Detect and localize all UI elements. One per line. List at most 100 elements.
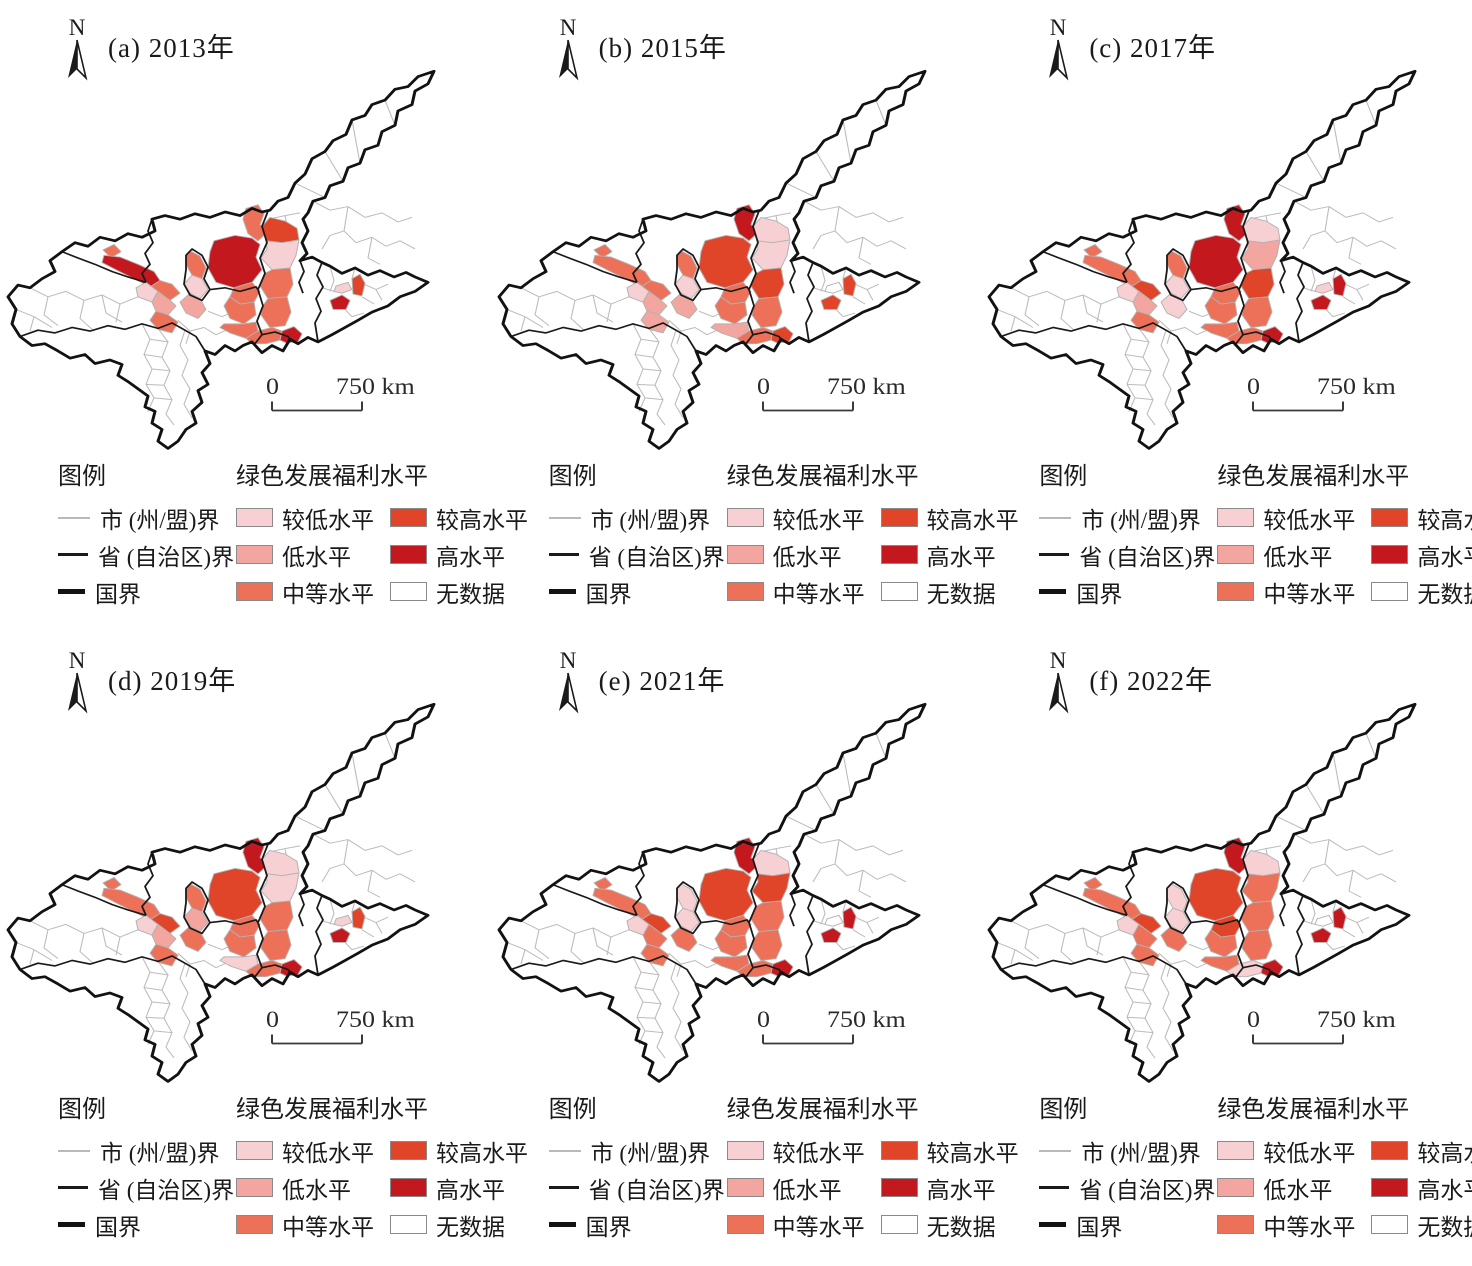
choropleth-map: 0 750 km: [0, 697, 470, 1085]
choropleth-legend-title: 绿色发展福利水平: [726, 1097, 919, 1123]
legend-item-no-data: 无数据: [880, 1206, 1043, 1243]
region-h2: [770, 959, 794, 977]
legend-title: 图例: [548, 464, 597, 490]
region-r6: [1116, 914, 1140, 936]
north-needle-left: [558, 40, 568, 78]
legend-item-city-boundary: 市 (州/盟)界: [1039, 499, 1217, 536]
region-r13: [223, 296, 257, 325]
national-boundary-label: 国界: [95, 1214, 141, 1240]
legend-item-national-boundary: 国界: [1039, 1206, 1217, 1243]
medium-level-label: 中等水平: [1263, 1214, 1356, 1240]
region-d1: [329, 927, 351, 943]
lower-level-label: 较低水平: [282, 507, 374, 533]
panel-title: (a) 2013年: [108, 33, 235, 63]
region-h2: [1260, 959, 1284, 977]
province-boundary-line-swatch: [58, 1185, 88, 1190]
national-boundary-label: 国界: [585, 581, 632, 607]
legend: 图例 市 (州/盟)界 省 (自治区)界 国界 绿色发展福利水平: [548, 1089, 1019, 1243]
high-level-swatch: [1371, 1178, 1409, 1197]
higher-level-swatch: [880, 508, 918, 527]
region-r2: [207, 867, 263, 922]
north-arrow-icon: N: [1049, 18, 1069, 81]
legend-boundaries: 图例 市 (州/盟)界 省 (自治区)界 国界: [58, 1089, 236, 1243]
region-d3: [333, 914, 353, 927]
choropleth-map: 0 750 km: [491, 697, 961, 1085]
scale-bar: 0 750 km: [1247, 1007, 1396, 1045]
legend-item-province-boundary: 省 (自治区)界: [548, 1169, 727, 1206]
city-boundary-line-swatch: [548, 1149, 581, 1152]
no-data-label: 无数据: [926, 581, 996, 607]
legend-choropleth: 绿色发展福利水平 较低水平 较高水平 低水平: [236, 1089, 552, 1243]
region-r3: [593, 244, 613, 259]
scale-bar: 0 750 km: [757, 374, 905, 412]
legend-item-high-level: 高水平: [390, 1169, 552, 1206]
choropleth-legend-title: 绿色发展福利水平: [1217, 1097, 1410, 1123]
scale-bar-zero-label: 0: [266, 1007, 279, 1033]
higher-level-swatch: [880, 1141, 918, 1160]
no-data-swatch: [1371, 582, 1409, 601]
province-boundaries: [510, 843, 815, 985]
region-r13: [1204, 296, 1238, 325]
panel-header: N (b) 2015年: [553, 18, 982, 81]
legend-item-lower-level: 较低水平: [236, 1132, 390, 1169]
no-data-swatch: [880, 582, 918, 601]
north-needle-right: [566, 39, 579, 81]
region-d2: [351, 273, 366, 297]
province-boundary-label: 省 (自治区)界: [588, 1177, 725, 1203]
no-data-swatch: [390, 582, 427, 601]
low-level-swatch: [1217, 1178, 1255, 1197]
region-d2: [1332, 906, 1347, 930]
city-boundary-label: 市 (州/盟)界: [100, 1140, 220, 1166]
low-level-label: 低水平: [772, 1177, 842, 1203]
legend-item-no-data: 无数据: [390, 573, 552, 610]
national-boundary-line-swatch: [1039, 589, 1067, 594]
legend-item-lower-level: 较低水平: [1217, 1132, 1371, 1169]
province-boundaries: [1000, 210, 1306, 352]
legend-item-high-level: 高水平: [1371, 1169, 1472, 1206]
north-arrow-icon: N: [558, 651, 579, 714]
legend-item-low-level: 低水平: [236, 1169, 390, 1206]
scale-bar: 0 750 km: [757, 1007, 905, 1045]
national-boundary-label: 国界: [95, 581, 141, 607]
province-boundary-line-swatch: [548, 1185, 579, 1190]
choropleth-legend-grid: 较低水平 较高水平 低水平 高水平: [726, 1132, 1043, 1243]
national-boundary-line-swatch: [548, 589, 576, 594]
lower-level-label: 较低水平: [1263, 507, 1356, 533]
city-boundary-label: 市 (州/盟)界: [590, 1140, 711, 1166]
north-needle-left: [68, 673, 77, 711]
province-boundaries: [19, 843, 324, 985]
scale-bar-zero-label: 0: [757, 374, 770, 400]
region-r6: [135, 914, 159, 936]
city-boundary-line-swatch: [1039, 1149, 1072, 1152]
legend-item-province-boundary: 省 (自治区)界: [548, 536, 727, 573]
region-h2: [279, 326, 303, 344]
legend-title: 图例: [548, 1097, 597, 1123]
lower-level-swatch: [726, 1141, 764, 1160]
city-regions: [592, 837, 857, 978]
city-boundary-label: 市 (州/盟)界: [590, 507, 711, 533]
no-data-swatch: [390, 1215, 427, 1234]
legend-item-low-level: 低水平: [1217, 536, 1371, 573]
legend-item-low-level: 低水平: [1217, 1169, 1371, 1206]
province-boundary-line-swatch: [548, 552, 579, 557]
north-arrow-icon: N: [68, 18, 88, 81]
legend-item-city-boundary: 市 (州/盟)界: [548, 1132, 727, 1169]
region-r6: [1116, 281, 1140, 303]
region-r2: [698, 234, 754, 289]
north-needle-left: [558, 673, 568, 711]
low-level-label: 低水平: [282, 544, 351, 570]
north-label: N: [1050, 651, 1067, 673]
high-level-label: 高水平: [926, 1177, 996, 1203]
province-boundary-label: 省 (自治区)界: [1079, 1177, 1216, 1203]
legend-choropleth: 绿色发展福利水平 较低水平 较高水平 低水平: [726, 1089, 1043, 1243]
lower-level-label: 较低水平: [772, 1140, 865, 1166]
higher-level-swatch: [1371, 508, 1409, 527]
legend-item-no-data: 无数据: [1371, 1206, 1472, 1243]
north-label: N: [69, 651, 86, 673]
north-arrow-icon: N: [1049, 651, 1069, 714]
higher-level-swatch: [390, 508, 427, 527]
choropleth-legend-title: 绿色发展福利水平: [1217, 464, 1410, 490]
medium-level-label: 中等水平: [282, 581, 374, 607]
panel-header: N (e) 2021年: [553, 651, 982, 714]
region-d1: [820, 927, 842, 943]
